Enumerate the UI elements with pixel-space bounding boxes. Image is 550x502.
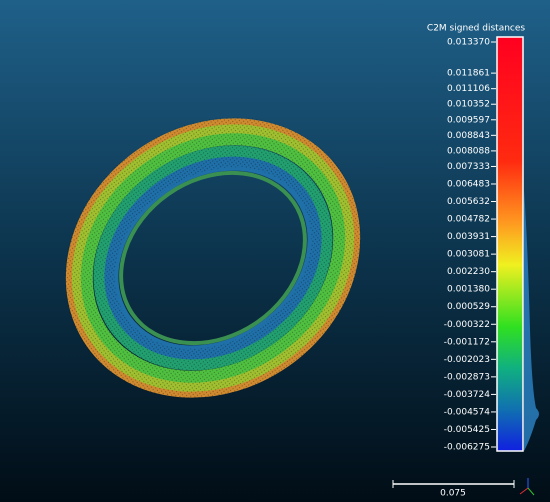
tick-label: -0.002023 [444,355,490,365]
tick-label: 0.008843 [447,131,490,141]
tick-label: 0.003081 [447,250,490,260]
tick-label: 0.010352 [447,100,490,110]
histogram [524,190,539,451]
point-cloud [64,117,362,399]
scale-bar-label: 0.075 [440,489,466,499]
tick-label: -0.005425 [444,425,490,435]
colorbar [496,36,524,452]
tick-label: -0.004574 [444,407,490,417]
tick-label: 0.000529 [447,302,490,312]
tick-label: 0.003931 [447,232,490,242]
tick-label: 0.011106 [447,84,490,94]
tick-label: -0.002873 [444,372,490,382]
tick-label: 0.006483 [447,179,490,189]
tick-label: 0.005632 [447,197,490,207]
tick-label: 0.008088 [447,146,490,156]
tick-label: -0.001172 [444,337,490,347]
colorbar-title: C2M signed distances [427,24,525,34]
tick-label: 0.007333 [447,162,490,172]
tick-label: 0.002230 [447,267,490,277]
tick-label: 0.013370 [447,38,490,48]
tick-label: -0.000322 [444,320,490,330]
tick-label: 0.004782 [447,215,490,225]
tick-label: 0.009597 [447,115,490,125]
tick-label: -0.003724 [444,390,490,400]
tick-label: 0.011861 [447,69,490,79]
tick-label: 0.001380 [447,285,490,295]
tick-label: -0.006275 [444,443,490,453]
axis-trihedron [519,478,535,496]
